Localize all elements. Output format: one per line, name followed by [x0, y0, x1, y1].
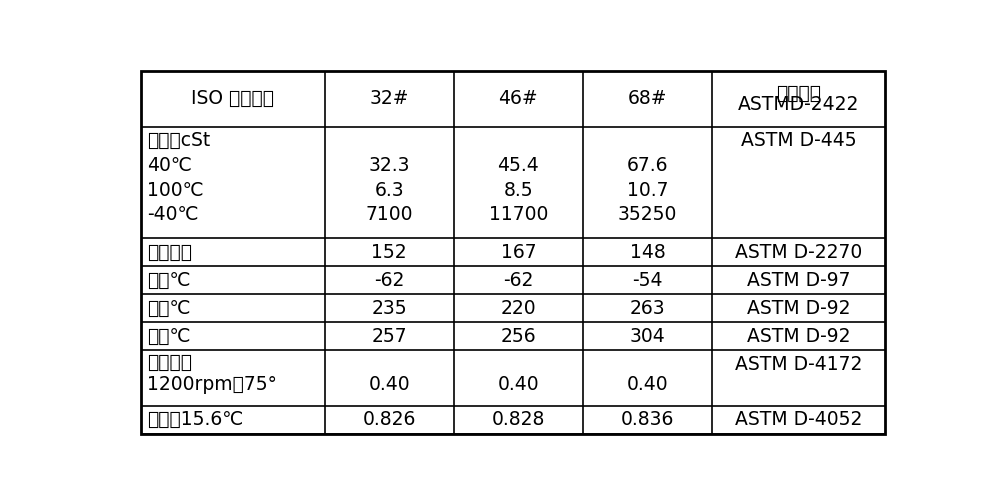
- Text: 152: 152: [371, 243, 407, 262]
- Text: 10.7: 10.7: [627, 181, 668, 199]
- Text: 0.40: 0.40: [498, 375, 539, 394]
- Text: 257: 257: [371, 327, 407, 346]
- Text: 68#: 68#: [628, 89, 667, 109]
- Text: 40℃: 40℃: [147, 156, 192, 175]
- Text: 燃点℃: 燃点℃: [147, 327, 190, 346]
- Text: 0.836: 0.836: [621, 410, 674, 430]
- Text: 0.40: 0.40: [368, 375, 410, 394]
- Text: 0.826: 0.826: [362, 410, 416, 430]
- Text: 8.5: 8.5: [504, 181, 533, 199]
- Text: 四球磨损: 四球磨损: [147, 353, 192, 372]
- Text: 46#: 46#: [499, 89, 538, 109]
- Text: 263: 263: [630, 299, 665, 318]
- Text: ASTM D-4172: ASTM D-4172: [735, 355, 862, 373]
- Text: 11700: 11700: [489, 205, 548, 224]
- Text: 148: 148: [630, 243, 665, 262]
- Text: 倾点℃: 倾点℃: [147, 271, 190, 290]
- Text: 闪点℃: 闪点℃: [147, 299, 190, 318]
- Text: ASTM D-4052: ASTM D-4052: [735, 410, 862, 430]
- Text: 7100: 7100: [365, 205, 413, 224]
- Text: ASTM D-2270: ASTM D-2270: [735, 243, 862, 262]
- Text: 0.828: 0.828: [492, 410, 545, 430]
- Text: ASTM D-92: ASTM D-92: [747, 327, 850, 346]
- Text: 100℃: 100℃: [147, 181, 203, 199]
- Text: 304: 304: [630, 327, 665, 346]
- Text: 黏度指数: 黏度指数: [147, 243, 192, 262]
- Text: 0.40: 0.40: [627, 375, 668, 394]
- Text: 220: 220: [501, 299, 536, 318]
- Text: 测试方法: 测试方法: [776, 84, 821, 103]
- Text: 32#: 32#: [369, 89, 409, 109]
- Text: 黏度，cSt: 黏度，cSt: [147, 131, 210, 150]
- Text: 45.4: 45.4: [497, 156, 539, 175]
- Text: ASTM D-92: ASTM D-92: [747, 299, 850, 318]
- Text: -62: -62: [374, 271, 404, 290]
- Text: 35250: 35250: [618, 205, 677, 224]
- Text: 256: 256: [501, 327, 536, 346]
- Text: 6.3: 6.3: [374, 181, 404, 199]
- Text: 比重，15.6℃: 比重，15.6℃: [147, 410, 243, 430]
- Text: -54: -54: [632, 271, 663, 290]
- Text: ASTMD-2422: ASTMD-2422: [738, 95, 859, 114]
- Text: -40℃: -40℃: [147, 205, 198, 224]
- Text: ASTM D-445: ASTM D-445: [741, 131, 856, 150]
- Text: -62: -62: [503, 271, 534, 290]
- Text: ISO 黏度级别: ISO 黏度级别: [191, 89, 274, 109]
- Text: ASTM D-97: ASTM D-97: [747, 271, 850, 290]
- Text: 67.6: 67.6: [627, 156, 668, 175]
- Text: 1200rpm，75°: 1200rpm，75°: [147, 375, 277, 394]
- Text: 32.3: 32.3: [368, 156, 410, 175]
- Text: 167: 167: [501, 243, 536, 262]
- Text: 235: 235: [371, 299, 407, 318]
